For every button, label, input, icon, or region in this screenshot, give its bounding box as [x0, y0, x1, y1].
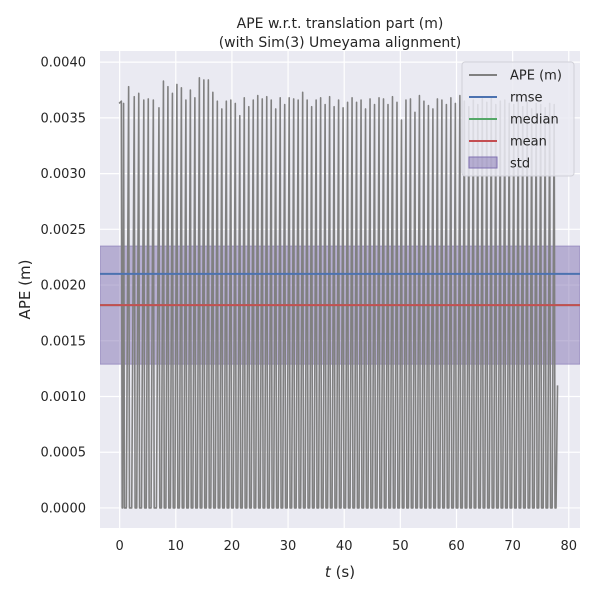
x-tick-label-6: 60 — [448, 539, 465, 554]
ape-line — [118, 76, 559, 509]
x-tick-label-8: 80 — [560, 539, 577, 554]
x-tick-label-2: 20 — [224, 539, 241, 554]
legend: APE (m) rmse median mean std — [461, 61, 575, 177]
y-tick-label-8: 0.0040 — [41, 56, 87, 71]
y-tick-label-7: 0.0035 — [41, 111, 87, 126]
x-tick-label-1: 10 — [168, 539, 185, 554]
chart-title: APE w.r.t. translation part (m) — [237, 16, 444, 32]
chart-subtitle: (with Sim(3) Umeyama alignment) — [219, 35, 462, 51]
x-tick-label-7: 70 — [504, 539, 521, 554]
x-axis-label: t (s) — [325, 563, 355, 581]
y-tick-label-3: 0.0015 — [41, 334, 87, 349]
legend-label-4: std — [510, 157, 530, 172]
y-tick-label-5: 0.0025 — [41, 223, 87, 238]
x-tick-label-4: 40 — [336, 539, 353, 554]
y-axis-label: APE (m) — [16, 260, 34, 320]
legend-label-0: APE (m) — [510, 69, 562, 84]
y-tick-label-6: 0.0030 — [41, 167, 87, 182]
y-tick-label-0: 0.0000 — [41, 501, 87, 516]
y-tick-label-1: 0.0005 — [41, 446, 87, 461]
legend-label-2: median — [510, 113, 559, 128]
y-tick-label-4: 0.0020 — [41, 279, 87, 294]
x-axis-label-unit: (s) — [331, 563, 355, 581]
legend-label-3: mean — [510, 135, 547, 150]
x-tick-label-0: 0 — [116, 539, 124, 554]
x-axis-label-variable: t — [325, 563, 332, 581]
plot-root: 0 10 20 30 40 50 60 70 80 0.0000 0.0005 0.0010 0.001… — [16, 16, 580, 581]
series-group — [100, 76, 580, 509]
legend-swatch-std — [468, 156, 498, 169]
legend-box — [461, 61, 575, 177]
x-tick-label-5: 50 — [392, 539, 409, 554]
x-tick-label-3: 30 — [280, 539, 297, 554]
legend-label-1: rmse — [510, 91, 543, 106]
y-tick-label-2: 0.0010 — [41, 390, 87, 405]
